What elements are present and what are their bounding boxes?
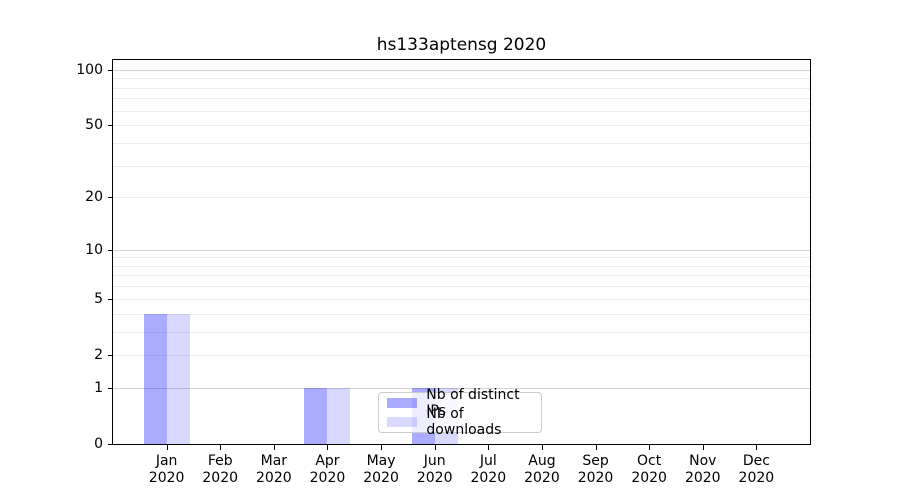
x-tick-label-may: May 2020 <box>363 453 399 486</box>
legend-label-distinct-ips: Nb of distinct IPs <box>426 387 520 419</box>
y-tick-label-10: 10 <box>85 241 103 258</box>
y-tick-mark-50 <box>108 125 113 127</box>
plot-area: Nb of distinct IPs Nb of downloads <box>112 59 811 445</box>
x-tick-mark-sep <box>595 445 597 450</box>
y-tick-label-0: 0 <box>94 436 103 452</box>
x-tick-mark-jan <box>166 445 168 450</box>
x-tick-mark-dec <box>756 445 758 450</box>
y-tick-label-1: 1 <box>94 379 103 396</box>
gridline-minor-50 <box>113 125 810 127</box>
y-tick-mark-2 <box>108 354 113 356</box>
x-tick-label-jan: Jan 2020 <box>148 453 185 486</box>
x-tick-mark-apr <box>327 445 329 450</box>
x-tick-label-apr: Apr 2020 <box>309 453 346 486</box>
gridline-minor-9 <box>113 257 810 259</box>
gridline-minor-8 <box>113 265 810 267</box>
y-tick-mark-0 <box>108 444 113 445</box>
x-tick-mark-aug <box>541 445 543 450</box>
x-tick-label-jun: Jun 2020 <box>416 453 453 486</box>
gridline-minor-6 <box>113 286 810 288</box>
y-tick-mark-20 <box>108 197 113 199</box>
x-tick-mark-feb <box>220 445 222 450</box>
gridline-major-10 <box>113 249 810 251</box>
gridline-major-100 <box>113 69 810 71</box>
y-tick-mark-5 <box>108 298 113 300</box>
y-tick-mark-1 <box>108 387 113 389</box>
gridline-minor-5 <box>113 298 810 300</box>
x-tick-label-jul: Jul 2020 <box>470 453 507 486</box>
legend-swatch-downloads <box>387 417 418 427</box>
chart-title: hs133aptensg 2020 <box>376 35 547 55</box>
x-tick-mark-mar <box>273 445 275 450</box>
gridline-minor-70 <box>113 98 810 100</box>
legend-swatch-distinct-ips <box>387 398 418 408</box>
x-tick-mark-jul <box>488 445 490 450</box>
gridline-minor-2 <box>113 354 810 356</box>
y-tick-mark-100 <box>108 69 113 71</box>
bar-distinct-ips-apr <box>304 387 328 444</box>
y-tick-label-100: 100 <box>76 61 103 78</box>
y-tick-label-20: 20 <box>85 189 103 206</box>
gridline-minor-30 <box>113 165 810 167</box>
x-tick-label-nov: Nov 2020 <box>684 453 721 486</box>
gridline-major-1 <box>113 387 810 389</box>
legend-item-distinct-ips: Nb of distinct IPs <box>387 387 541 419</box>
y-tick-label-5: 5 <box>94 290 103 307</box>
x-tick-mark-nov <box>702 445 704 450</box>
x-tick-label-oct: Oct 2020 <box>631 453 667 486</box>
x-tick-mark-may <box>381 445 383 450</box>
gridline-minor-40 <box>113 142 810 144</box>
bar-downloads-jan <box>166 313 190 444</box>
gridline-minor-60 <box>113 110 810 112</box>
gridline-minor-7 <box>113 275 810 277</box>
x-tick-mark-jun <box>434 445 436 450</box>
gridline-minor-3 <box>113 331 810 333</box>
gridline-minor-80 <box>113 87 810 89</box>
gridline-minor-4 <box>113 313 810 315</box>
x-tick-label-dec: Dec 2020 <box>738 453 775 486</box>
x-tick-mark-oct <box>649 445 651 450</box>
legend-label-downloads: Nb of downloads <box>426 406 502 438</box>
y-tick-label-2: 2 <box>94 346 103 363</box>
x-tick-label-aug: Aug 2020 <box>524 453 560 486</box>
x-tick-label-sep: Sep 2020 <box>577 453 614 486</box>
y-tick-mark-10 <box>108 249 113 251</box>
gridline-minor-90 <box>113 78 810 80</box>
bar-distinct-ips-jan <box>143 313 167 444</box>
x-tick-label-mar: Mar 2020 <box>256 453 292 486</box>
legend: Nb of distinct IPs Nb of downloads <box>378 387 542 438</box>
x-tick-label-feb: Feb 2020 <box>202 453 239 486</box>
legend-item-downloads: Nb of downloads <box>387 406 541 438</box>
gridline-minor-20 <box>113 197 810 199</box>
bar-downloads-apr <box>327 387 351 444</box>
y-tick-label-50: 50 <box>85 117 103 134</box>
